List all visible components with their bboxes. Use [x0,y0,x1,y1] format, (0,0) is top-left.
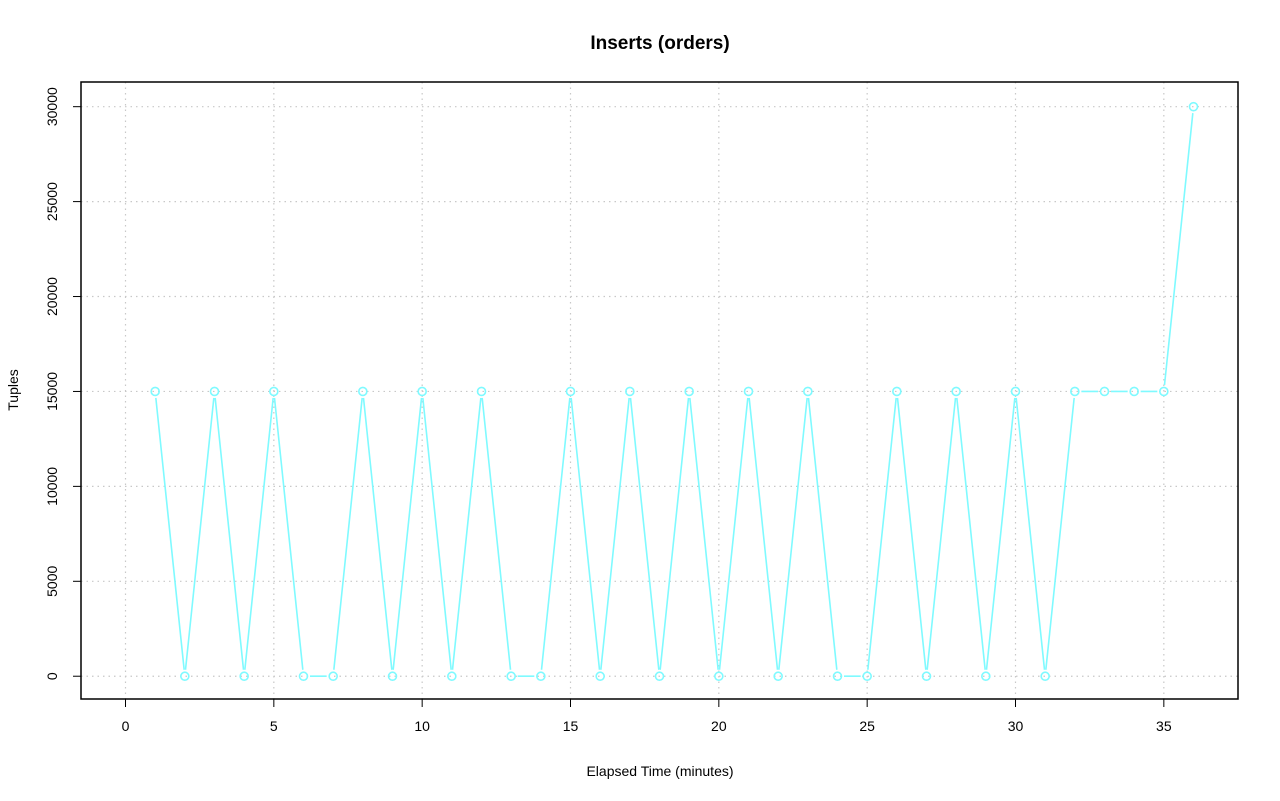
data-point-12 [506,671,516,682]
series-segment-22 [807,397,838,670]
data-point-0 [150,386,160,397]
x-tick-label-2: 10 [414,718,430,734]
chart-title: Inserts (orders) [590,33,729,54]
y-tick-label-2: 10000 [44,467,60,506]
plot-frame [80,81,1239,700]
data-point-4 [269,386,279,397]
data-point-15 [595,671,605,682]
series-segment-16 [629,397,660,670]
y-tick-label-0: 0 [44,672,60,680]
series-segment-34 [1163,113,1194,386]
data-point-7 [358,386,368,397]
data-point-1 [180,671,190,682]
series-segment-10 [451,397,482,670]
series-layer [150,101,1199,682]
x-tick-label-6: 30 [1008,718,1024,734]
series-segment-11 [481,397,512,670]
data-point-33 [1129,386,1139,397]
data-point-27 [951,386,961,397]
series-segment-4 [273,397,304,670]
series-segment-15 [600,397,630,670]
series-segment-14 [570,397,601,670]
series-0 [150,101,1199,682]
y-tick-label-5: 25000 [44,182,60,221]
series-segment-3 [244,397,274,670]
data-point-24 [862,671,872,682]
data-point-14 [565,386,576,397]
y-tick-label-4: 20000 [44,277,60,316]
data-point-18 [684,386,694,397]
data-point-34 [1159,386,1169,397]
series-segment-28 [985,397,1016,670]
data-point-2 [209,386,220,397]
data-point-20 [743,386,754,397]
x-tick-label-4: 20 [711,718,727,734]
data-point-10 [447,671,457,682]
y-tick-label-1: 5000 [44,566,60,597]
data-point-17 [654,671,665,682]
series-segment-1 [184,397,215,670]
data-point-19 [714,671,724,682]
data-point-6 [328,671,338,682]
series-segment-13 [540,397,571,670]
series-segment-30 [1045,397,1075,670]
data-point-29 [1010,386,1021,397]
series-segment-17 [659,397,690,670]
data-point-30 [1040,671,1050,682]
data-point-13 [536,671,546,682]
data-point-5 [298,671,309,682]
x-tick-label-0: 0 [122,718,130,734]
data-point-22 [803,386,813,397]
data-point-9 [417,386,427,397]
data-point-25 [892,386,902,397]
x-tick-label-3: 15 [563,718,579,734]
data-point-31 [1070,386,1080,397]
series-segment-6 [333,397,363,670]
y-tick-label-3: 15000 [44,372,60,411]
x-tick-label-5: 25 [859,718,875,734]
series-segment-8 [392,397,423,670]
data-point-26 [921,671,932,682]
series-segment-21 [778,397,808,670]
series-segment-24 [867,397,897,670]
x-tick-label-1: 5 [270,718,278,734]
data-point-28 [981,671,991,682]
data-point-16 [625,386,635,397]
data-point-8 [387,671,398,682]
series-segment-20 [748,397,779,670]
y-axis-label: Tuples [5,369,21,411]
data-point-23 [832,671,843,682]
axes: 0 5 10 15 20 25 30 35 0 5000 10000 15000 20000 25000 3… [44,87,1172,734]
series-segment-0 [155,397,185,670]
series-segment-18 [689,397,719,670]
x-tick-label-7: 35 [1156,718,1172,734]
series-segment-27 [956,397,986,670]
data-point-21 [773,671,783,682]
series-segment-7 [362,397,393,670]
y-tick-label-6: 30000 [44,87,60,126]
series-segment-19 [718,397,749,670]
series-segment-25 [896,397,927,670]
series-segment-29 [1015,397,1046,670]
series-segment-9 [422,397,452,670]
grid [81,82,1238,699]
series-segment-2 [214,397,245,670]
series-segment-26 [926,397,957,670]
x-axis-label: Elapsed Time (minutes) [586,763,733,779]
data-point-11 [476,386,487,397]
data-point-3 [239,671,249,682]
data-point-32 [1099,386,1110,397]
data-point-35 [1188,101,1199,112]
